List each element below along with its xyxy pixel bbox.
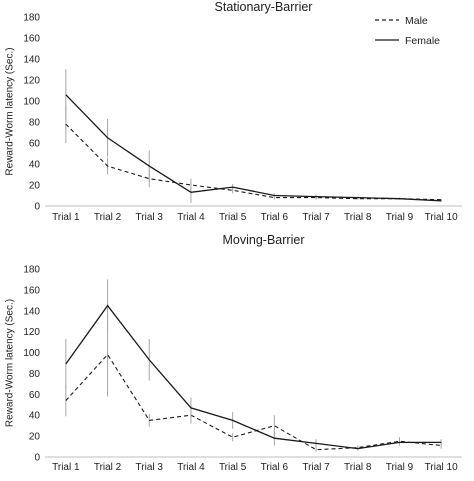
y-tick-label: 40 (29, 160, 41, 171)
x-tick-label: Trial 3 (136, 462, 164, 473)
x-tick-label: Trial 4 (177, 212, 205, 223)
y-tick-label: 160 (23, 285, 40, 296)
series-line-male (65, 353, 442, 451)
x-tick-label: Trial 2 (94, 462, 122, 473)
x-tick-label: Trial 6 (261, 212, 289, 223)
x-tick-label: Trial 1 (52, 462, 80, 473)
series-line-male (65, 123, 442, 201)
y-tick-label: 40 (29, 411, 41, 422)
x-tick-label: Trial 5 (219, 212, 247, 223)
y-tick-label: 60 (29, 139, 41, 150)
x-tick-label: Trial 9 (386, 212, 414, 223)
y-tick-label: 120 (23, 327, 40, 338)
y-tick-label: 180 (23, 265, 40, 276)
x-tick-label: Trial 3 (136, 212, 164, 223)
y-axis-label: Reward-Worm latency (Sec.) (5, 47, 16, 175)
y-tick-label: 0 (34, 202, 40, 213)
chart-title: Stationary-Barrier (215, 0, 313, 14)
y-tick-label: 0 (34, 453, 40, 464)
x-tick-label: Trial 2 (94, 212, 122, 223)
y-tick-label: 140 (23, 306, 40, 317)
y-tick-label: 100 (23, 348, 40, 359)
y-tick-label: 60 (29, 390, 41, 401)
y-tick-label: 80 (29, 118, 41, 129)
y-tick-label: 20 (29, 181, 41, 192)
chart-title: Moving-Barrier (223, 233, 305, 247)
legend-label-female: Female (405, 35, 440, 47)
x-tick-label: Trial 9 (386, 462, 414, 473)
y-tick-label: 20 (29, 432, 41, 443)
x-tick-label: Trial 5 (219, 462, 247, 473)
y-tick-label: 180 (23, 13, 40, 24)
x-tick-label: Trial 10 (425, 462, 458, 473)
x-tick-label: Trial 7 (302, 462, 330, 473)
y-tick-label: 140 (23, 55, 40, 66)
series-line-female (65, 94, 442, 202)
y-axis-label: Reward-Worm latency (Sec.) (5, 299, 16, 427)
y-tick-label: 120 (23, 76, 40, 87)
x-tick-label: Trial 6 (261, 462, 289, 473)
x-tick-label: Trial 7 (302, 212, 330, 223)
x-tick-label: Trial 8 (344, 212, 372, 223)
x-tick-label: Trial 1 (52, 212, 80, 223)
series-line-female (65, 304, 442, 450)
y-tick-label: 80 (29, 369, 41, 380)
legend-label-male: Male (405, 15, 428, 27)
y-tick-label: 160 (23, 34, 40, 45)
y-tick-label: 100 (23, 97, 40, 108)
chart-panel-2: Moving-Barrier Reward-Worm latency (Sec.)… (5, 233, 462, 473)
x-tick-label: Trial 10 (425, 212, 458, 223)
x-tick-label: Trial 4 (177, 462, 205, 473)
x-tick-label: Trial 8 (344, 462, 372, 473)
chart-panel-1: Stationary-Barrier Reward-Worm latency (S… (5, 0, 462, 223)
